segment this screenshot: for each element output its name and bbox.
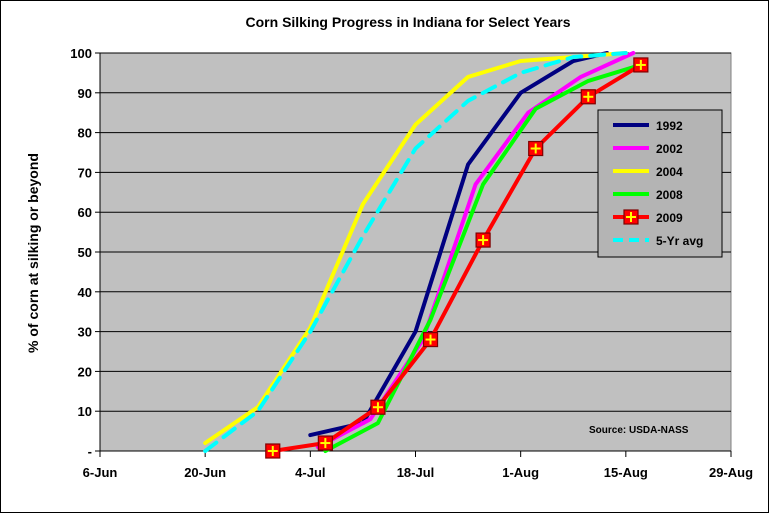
series-point-2009 xyxy=(370,399,386,415)
chart-title: Corn Silking Progress in Indiana for Sel… xyxy=(246,14,571,30)
y-tick-label: 30 xyxy=(78,325,92,340)
y-tick-label: 80 xyxy=(78,126,92,141)
series-point-2009 xyxy=(528,140,544,157)
series-line-2009 xyxy=(270,62,643,453)
x-tick-label: 20-Jun xyxy=(184,465,226,480)
series-point-2009 xyxy=(422,331,439,348)
y-tick-label: 50 xyxy=(78,245,92,260)
series-point-2009 xyxy=(265,443,281,459)
x-tick-label: 29-Aug xyxy=(709,465,753,480)
legend-label-2008: 2008 xyxy=(656,188,683,202)
series-point-2009 xyxy=(580,89,596,105)
x-tick-label: 6-Jun xyxy=(83,465,118,480)
series-markers xyxy=(265,57,649,459)
legend: 1992 2002 2004 2008 2009 5-Yr avg xyxy=(597,109,723,258)
series-line-2002 xyxy=(315,51,636,449)
y-tick-label: 20 xyxy=(78,364,92,379)
legend-box xyxy=(597,109,723,258)
axes: - 10 20 30 40 50 60 70 80 90 100 6-Jun 20-Jun 4-Jul 18… xyxy=(70,46,753,480)
series-point-2009 xyxy=(475,232,491,248)
y-axis-label: % of corn at silking or beyond xyxy=(25,153,41,353)
legend-marker-2009 xyxy=(623,209,639,225)
y-tick-label: 40 xyxy=(78,285,92,300)
y-tick-label: 100 xyxy=(70,46,92,61)
y-tick-label: 10 xyxy=(78,404,92,419)
legend-label-2009: 2009 xyxy=(656,211,683,225)
series-line-2004 xyxy=(203,51,628,445)
legend-label-2002: 2002 xyxy=(656,142,683,156)
legend-label-2004: 2004 xyxy=(656,165,683,179)
series-point-2009 xyxy=(317,435,333,451)
legend-label-5-yr-avg: 5-Yr avg xyxy=(656,234,703,248)
series-point-2009 xyxy=(633,57,649,73)
y-tick-label: 60 xyxy=(78,205,92,220)
y-tick-label: 70 xyxy=(78,165,92,180)
legend-label-1992: 1992 xyxy=(656,119,683,133)
x-tick-label: 15-Aug xyxy=(604,465,648,480)
x-tick-label: 4-Jul xyxy=(295,465,325,480)
series-line-2008 xyxy=(323,62,643,453)
y-tick-label: 90 xyxy=(78,86,92,101)
y-tick-label: - xyxy=(88,444,92,459)
x-tick-label: 18-Jul xyxy=(397,465,435,480)
series-line-5-yr-avg xyxy=(203,51,628,453)
x-tick-label: 1-Aug xyxy=(502,465,539,480)
source-annotation: Source: USDA-NASS xyxy=(589,425,689,436)
series-lines xyxy=(203,51,643,453)
